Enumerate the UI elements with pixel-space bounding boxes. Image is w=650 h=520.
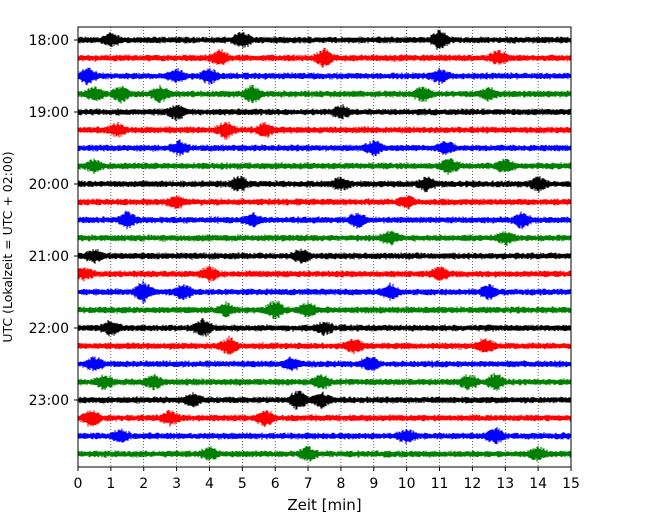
trace-2300 xyxy=(78,390,571,410)
trace-2215 xyxy=(78,335,571,355)
x-axis-title: Zeit [min] xyxy=(287,496,361,514)
trace-2145 xyxy=(78,300,571,320)
y-axis: 18:00 19:00 20:00 21:00 22:00 23:00 xyxy=(29,33,78,409)
trace-1900 xyxy=(78,104,571,122)
trace-2100 xyxy=(78,248,571,264)
y-tick-label: 21:00 xyxy=(29,249,69,265)
trace-2115 xyxy=(78,265,571,283)
x-tick-label: 8 xyxy=(336,476,345,492)
x-tick-label: 3 xyxy=(172,476,181,492)
x-tick-label: 7 xyxy=(304,476,313,492)
y-tick-label: 20:00 xyxy=(29,177,69,193)
trace-1845 xyxy=(78,84,571,104)
trace-2000 xyxy=(78,175,571,193)
trace-1945 xyxy=(78,158,571,175)
x-tick-label: 14 xyxy=(529,476,547,492)
trace-group xyxy=(78,29,571,462)
y-axis-title: UTC (Lokalzeit = UTC + 02:00) xyxy=(0,151,15,342)
trace-2015 xyxy=(78,195,571,210)
y-tick-label: 22:00 xyxy=(29,321,69,337)
x-tick-label: 2 xyxy=(139,476,148,492)
trace-2345 xyxy=(78,445,571,462)
plot-frame xyxy=(77,26,572,468)
trace-2200 xyxy=(78,318,571,337)
trace-2330 xyxy=(78,427,571,445)
trace-1915 xyxy=(78,121,571,140)
x-tick-label: 1 xyxy=(106,476,115,492)
y-tick-label: 23:00 xyxy=(29,393,69,409)
x-tick-label: 9 xyxy=(369,476,378,492)
y-tick-label: 19:00 xyxy=(29,105,69,121)
x-tick-label: 10 xyxy=(398,476,416,492)
trace-2030 xyxy=(78,210,571,230)
trace-1930 xyxy=(78,139,571,157)
x-tick-label: 0 xyxy=(74,476,83,492)
trace-1800 xyxy=(78,29,571,50)
x-tick-label: 11 xyxy=(431,476,449,492)
y-tick-label: 18:00 xyxy=(29,33,69,49)
x-tick-label: 4 xyxy=(205,476,214,492)
trace-2245 xyxy=(78,372,571,391)
trace-2045 xyxy=(78,230,571,246)
trace-1815 xyxy=(78,47,571,68)
x-tick-label: 12 xyxy=(463,476,481,492)
trace-2315 xyxy=(78,409,571,427)
x-tick-label: 15 xyxy=(562,476,580,492)
x-tick-label: 6 xyxy=(271,476,280,492)
trace-1830 xyxy=(78,67,571,86)
x-tick-label: 13 xyxy=(496,476,514,492)
x-tick-label: 5 xyxy=(238,476,247,492)
x-axis: 0 1 2 3 4 5 6 7 8 9 10 11 12 13 14 15 xyxy=(74,467,580,492)
trace-2130 xyxy=(78,280,571,304)
trace-2230 xyxy=(78,356,571,372)
vertical-grid xyxy=(110,27,539,467)
